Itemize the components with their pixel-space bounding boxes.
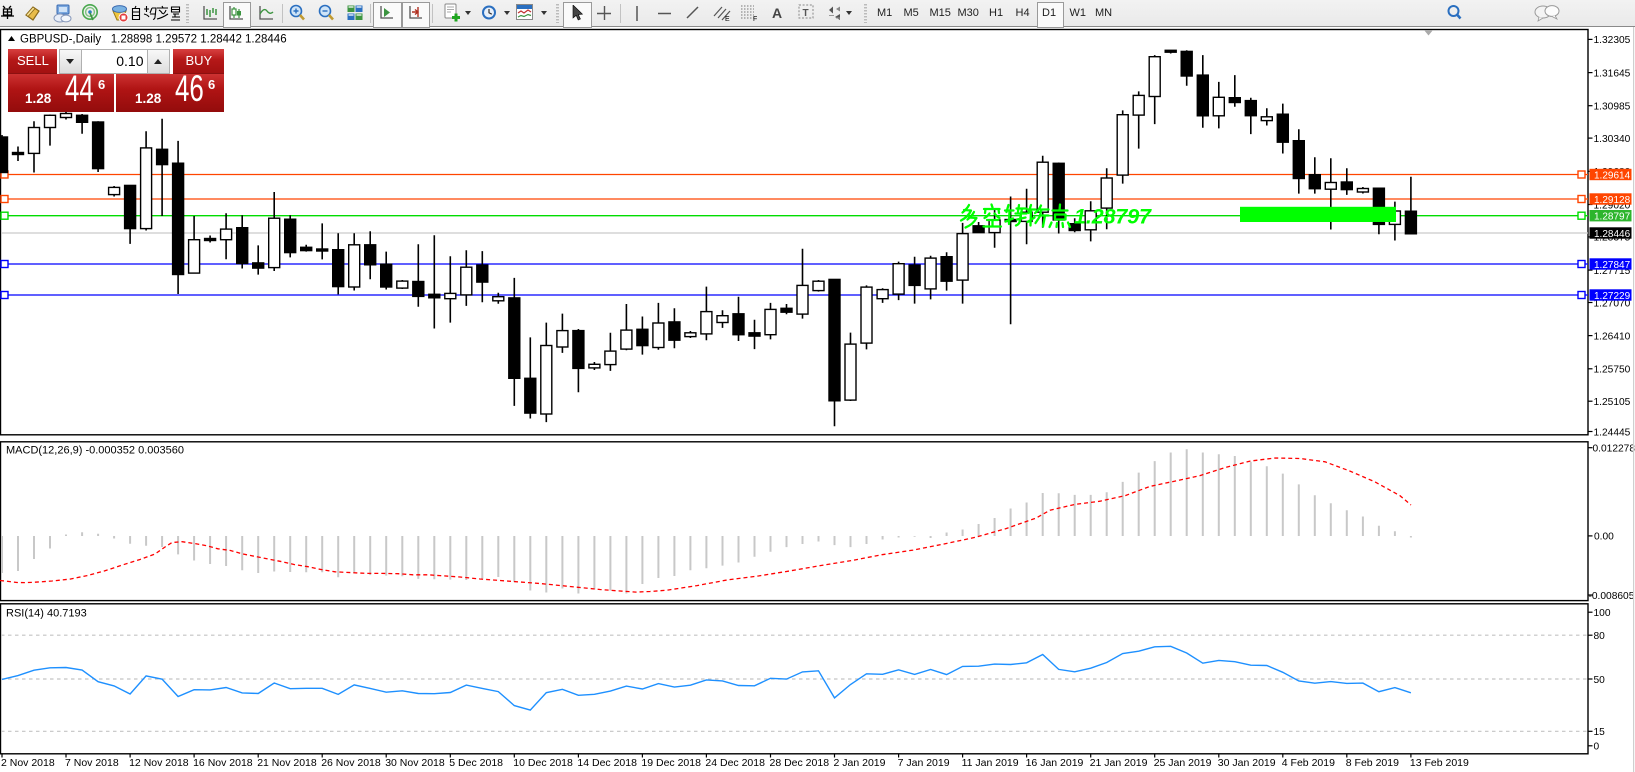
svg-text:0.00: 0.00 [1594,532,1614,543]
svg-text:7 Jan 2019: 7 Jan 2019 [898,757,950,769]
svg-text:2 Jan 2019: 2 Jan 2019 [834,757,886,769]
svg-text:28 Dec 2018: 28 Dec 2018 [770,757,830,769]
svg-text:MACD(12,26,9) -0.000352 0.0035: MACD(12,26,9) -0.000352 0.003560 [6,445,184,457]
svg-text:0.012278: 0.012278 [1593,444,1635,455]
svg-text:80: 80 [1594,631,1606,642]
svg-text:1.29128: 1.29128 [1594,195,1631,206]
svg-text:21 Nov 2018: 21 Nov 2018 [257,757,317,769]
svg-text:12 Nov 2018: 12 Nov 2018 [129,757,189,769]
svg-text:30 Jan 2019: 30 Jan 2019 [1218,757,1276,769]
svg-text:15: 15 [1594,727,1606,738]
svg-text:1.32305: 1.32305 [1594,35,1631,46]
svg-text:26 Nov 2018: 26 Nov 2018 [321,757,381,769]
svg-text:GBPUSD-,Daily 1.28898 1.2957: GBPUSD-,Daily 1.28898 1.29572 1.28442 1.… [20,34,287,46]
svg-text:1.28446: 1.28446 [1594,229,1631,240]
svg-text:1.28797: 1.28797 [1594,212,1631,223]
svg-text:1.26410: 1.26410 [1594,331,1631,342]
svg-text:1.30985: 1.30985 [1594,102,1631,113]
svg-text:25 Jan 2019: 25 Jan 2019 [1154,757,1212,769]
svg-text:1.27229: 1.27229 [1594,291,1631,302]
svg-text:1.24445: 1.24445 [1594,427,1631,438]
svg-text:1.25105: 1.25105 [1594,397,1631,408]
svg-text:1.27715: 1.27715 [1594,266,1631,277]
svg-text:11 Jan 2019: 11 Jan 2019 [962,757,1019,769]
svg-text:10 Dec 2018: 10 Dec 2018 [513,757,573,769]
svg-text:1.30340: 1.30340 [1594,134,1631,145]
svg-text:21 Jan 2019: 21 Jan 2019 [1090,757,1148,769]
svg-text:E: E [725,16,730,23]
svg-text:24 Dec 2018: 24 Dec 2018 [705,757,765,769]
svg-text:1.29614: 1.29614 [1594,170,1631,181]
svg-text:14 Dec 2018: 14 Dec 2018 [577,757,637,769]
svg-text:1.27070: 1.27070 [1594,298,1631,309]
svg-text:100: 100 [1594,608,1611,619]
svg-text:1.25750: 1.25750 [1594,365,1631,376]
svg-text:13 Feb 2019: 13 Feb 2019 [1410,757,1469,769]
svg-text:0: 0 [1594,742,1600,753]
svg-text:1.29020: 1.29020 [1594,200,1631,211]
svg-text:-0.008605: -0.008605 [1589,591,1635,602]
svg-text:8 Feb 2019: 8 Feb 2019 [1346,757,1399,769]
svg-text:4 Feb 2019: 4 Feb 2019 [1282,757,1335,769]
svg-text:T: T [803,8,809,19]
svg-text:1.28797: 1.28797 [1074,205,1152,229]
svg-text:F: F [753,16,757,23]
svg-text:19 Dec 2018: 19 Dec 2018 [641,757,701,769]
svg-text:RSI(14) 40.7193: RSI(14) 40.7193 [6,608,87,620]
svg-text:7 Nov 2018: 7 Nov 2018 [65,757,119,769]
svg-text:16 Jan 2019: 16 Jan 2019 [1026,757,1084,769]
svg-text:50: 50 [1594,675,1606,686]
svg-text:1.31645: 1.31645 [1594,68,1631,79]
svg-text:2 Nov 2018: 2 Nov 2018 [1,757,55,769]
svg-text:1.27847: 1.27847 [1594,260,1631,271]
svg-text:5 Dec 2018: 5 Dec 2018 [449,757,503,769]
svg-text:16 Nov 2018: 16 Nov 2018 [193,757,253,769]
svg-text:30 Nov 2018: 30 Nov 2018 [385,757,445,769]
